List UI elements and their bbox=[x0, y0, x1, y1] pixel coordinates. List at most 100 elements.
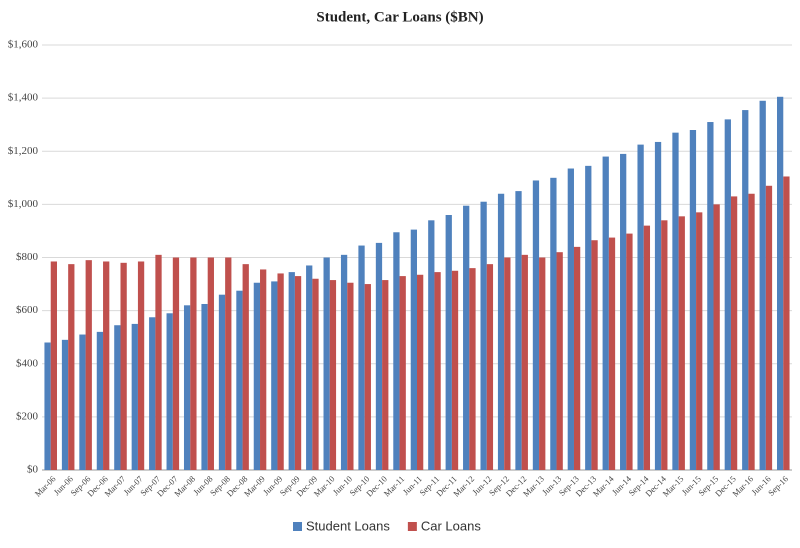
bar bbox=[79, 334, 86, 470]
bar bbox=[463, 205, 470, 470]
bar bbox=[620, 153, 627, 470]
bar bbox=[678, 216, 685, 470]
bar bbox=[114, 325, 121, 470]
bar bbox=[573, 246, 581, 470]
bar bbox=[783, 176, 790, 470]
legend-label: Car Loans bbox=[421, 518, 481, 533]
bar bbox=[713, 204, 720, 470]
bar bbox=[637, 144, 644, 470]
bar bbox=[260, 269, 267, 470]
bar bbox=[201, 303, 208, 470]
x-tick-label: Mar-06 bbox=[33, 474, 58, 499]
bar bbox=[417, 274, 424, 470]
y-tick-label: $400 bbox=[16, 357, 39, 369]
bar bbox=[225, 257, 232, 470]
bar bbox=[375, 242, 383, 470]
bar bbox=[539, 257, 546, 470]
bar bbox=[358, 245, 365, 470]
bar bbox=[103, 261, 110, 470]
bar bbox=[85, 260, 92, 470]
bar bbox=[428, 220, 435, 470]
bar bbox=[759, 100, 766, 470]
y-tick-label: $1,000 bbox=[8, 198, 39, 210]
chart-title: Student, Car Loans ($BN) bbox=[316, 9, 483, 25]
bar bbox=[294, 276, 302, 470]
bar bbox=[149, 317, 156, 470]
y-tick-label: $1,600 bbox=[8, 39, 39, 51]
x-tick-label: Sep-16 bbox=[766, 474, 790, 498]
bar bbox=[777, 96, 784, 470]
bar bbox=[486, 264, 494, 470]
bar bbox=[242, 264, 249, 470]
legend-swatch bbox=[293, 522, 302, 531]
bar bbox=[166, 313, 173, 470]
bar bbox=[277, 273, 284, 470]
bar bbox=[340, 254, 348, 470]
bar bbox=[347, 282, 354, 470]
bar bbox=[480, 201, 487, 470]
bar bbox=[236, 290, 243, 470]
bar bbox=[451, 270, 459, 470]
bar bbox=[643, 225, 651, 470]
bar bbox=[608, 237, 616, 470]
bar bbox=[469, 268, 476, 470]
bar bbox=[399, 276, 406, 470]
bar bbox=[50, 261, 57, 470]
bar bbox=[521, 254, 528, 470]
bar bbox=[515, 191, 522, 470]
bar bbox=[253, 282, 261, 470]
bar bbox=[765, 185, 773, 470]
bar bbox=[183, 305, 191, 470]
bar bbox=[742, 110, 749, 470]
bar bbox=[172, 257, 180, 470]
bar bbox=[504, 257, 511, 470]
y-tick-label: $1,400 bbox=[8, 92, 39, 104]
bar bbox=[190, 257, 197, 470]
bar bbox=[312, 278, 319, 470]
bar bbox=[393, 232, 400, 470]
y-tick-label: $0 bbox=[27, 464, 39, 476]
bar bbox=[585, 165, 592, 470]
bar bbox=[61, 339, 69, 470]
y-tick-label: $800 bbox=[16, 251, 39, 263]
bar bbox=[591, 240, 598, 470]
bar bbox=[497, 193, 505, 470]
bar bbox=[120, 262, 127, 470]
legend-label: Student Loans bbox=[306, 518, 390, 533]
bar bbox=[364, 284, 371, 470]
y-tick-label: $600 bbox=[16, 304, 39, 316]
bar bbox=[434, 272, 441, 470]
bar bbox=[207, 257, 214, 470]
bar bbox=[382, 280, 389, 470]
bar bbox=[96, 331, 104, 470]
bar bbox=[567, 168, 574, 470]
y-tick-label: $1,200 bbox=[8, 145, 39, 157]
bar bbox=[696, 212, 703, 470]
bar bbox=[730, 196, 738, 470]
bar bbox=[445, 215, 452, 470]
bar bbox=[689, 130, 697, 470]
bar bbox=[661, 220, 668, 470]
bar bbox=[410, 229, 417, 470]
bar bbox=[329, 280, 337, 470]
bar bbox=[131, 323, 138, 470]
bar bbox=[654, 141, 662, 470]
bar bbox=[44, 342, 51, 470]
bar bbox=[288, 272, 295, 470]
bar bbox=[218, 294, 226, 470]
bar bbox=[306, 265, 313, 470]
bar bbox=[323, 257, 330, 470]
y-tick-label: $200 bbox=[16, 410, 39, 422]
x-tick-label: Mar-14 bbox=[591, 473, 617, 499]
bar bbox=[556, 252, 563, 470]
legend-swatch bbox=[407, 522, 417, 531]
bar bbox=[137, 261, 145, 470]
bar bbox=[532, 180, 540, 470]
bar bbox=[748, 193, 755, 470]
bar bbox=[550, 177, 557, 470]
bar bbox=[707, 122, 714, 470]
bar bbox=[626, 233, 633, 470]
bar bbox=[68, 264, 75, 470]
bar bbox=[155, 254, 162, 470]
